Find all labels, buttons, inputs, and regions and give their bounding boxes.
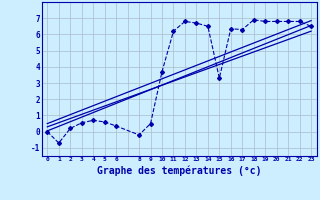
X-axis label: Graphe des températures (°c): Graphe des températures (°c) [97,165,261,176]
